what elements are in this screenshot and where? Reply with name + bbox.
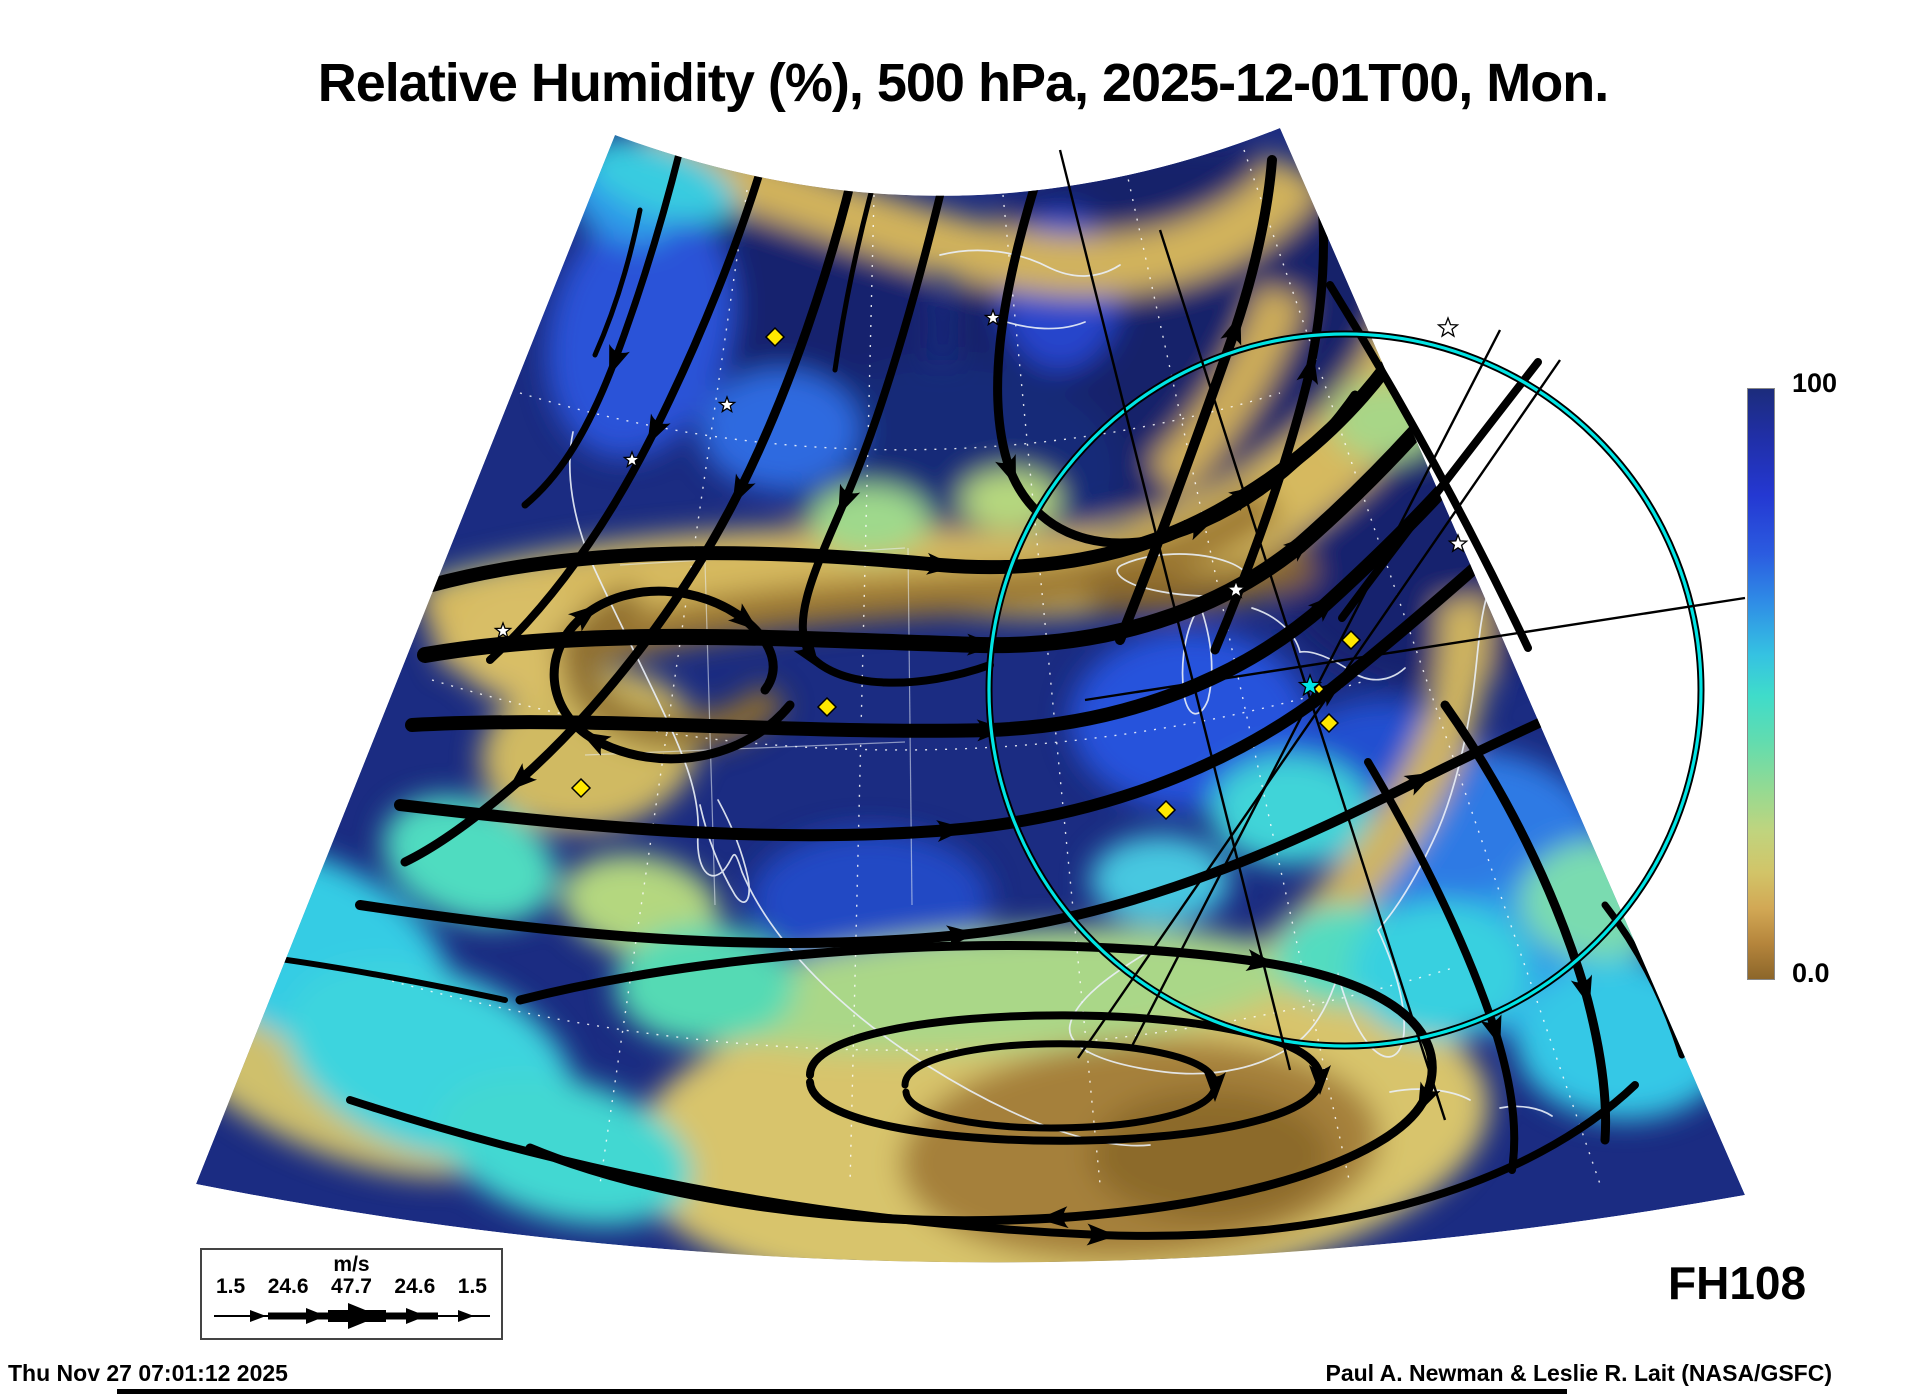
city-star — [1447, 533, 1469, 553]
colorbar — [1747, 388, 1775, 980]
station-diamond — [1340, 629, 1362, 651]
colorbar-gradient — [1748, 389, 1774, 979]
wind-scale-value: 1.5 — [457, 1275, 487, 1298]
city-star — [717, 395, 737, 413]
forecast-hour-label: FH108 — [1668, 1257, 1807, 1309]
city-star — [983, 308, 1003, 326]
streamline-extensions — [1326, 281, 1542, 652]
ring-center-star — [1297, 673, 1323, 697]
wind-scale-values: 1.5 24.6 47.7 24.6 1.5 — [202, 1275, 501, 1299]
city-star — [493, 621, 513, 639]
colorbar-max-label: 100 — [1792, 368, 1838, 398]
overlay-layer — [493, 149, 1746, 1121]
credit-line: Paul A. Newman & Leslie R. Lait (NASA/GS… — [1325, 1360, 1832, 1386]
station-diamond — [816, 696, 838, 718]
humidity-field — [196, 128, 1745, 1263]
wind-scale-value: 47.7 — [331, 1275, 372, 1298]
route-line — [1084, 596, 1746, 702]
generation-timestamp: Thu Nov 27 07:01:12 2025 — [8, 1360, 288, 1386]
city-star — [1436, 316, 1460, 338]
colorbar-min-label: 0.0 — [1792, 958, 1830, 988]
route-line — [1158, 229, 1447, 1121]
city-star — [1225, 579, 1247, 599]
range-ring — [987, 332, 1703, 1048]
station-diamond — [1318, 712, 1340, 734]
route-line — [1077, 359, 1561, 1059]
wind-scale-unit: m/s — [333, 1253, 370, 1276]
station-diamond — [1155, 799, 1177, 821]
bottom-divider — [117, 1389, 1567, 1394]
city-star — [622, 450, 642, 468]
wind-scale-box: m/s 1.5 24.6 47.7 24.6 1.5 — [200, 1248, 503, 1340]
station-diamond — [570, 777, 592, 799]
wind-scale-value: 24.6 — [394, 1275, 436, 1298]
station-diamond — [764, 326, 786, 348]
graticule — [343, 149, 1601, 1185]
wind-scale-value: 24.6 — [267, 1275, 309, 1298]
streamlines-layer — [247, 146, 1686, 1246]
page-title: Relative Humidity (%), 500 hPa, 2025-12-… — [317, 53, 1609, 113]
wind-scale-value: 1.5 — [216, 1275, 246, 1298]
wind-scale-arrow — [213, 1303, 490, 1329]
route-line — [1058, 149, 1292, 1071]
